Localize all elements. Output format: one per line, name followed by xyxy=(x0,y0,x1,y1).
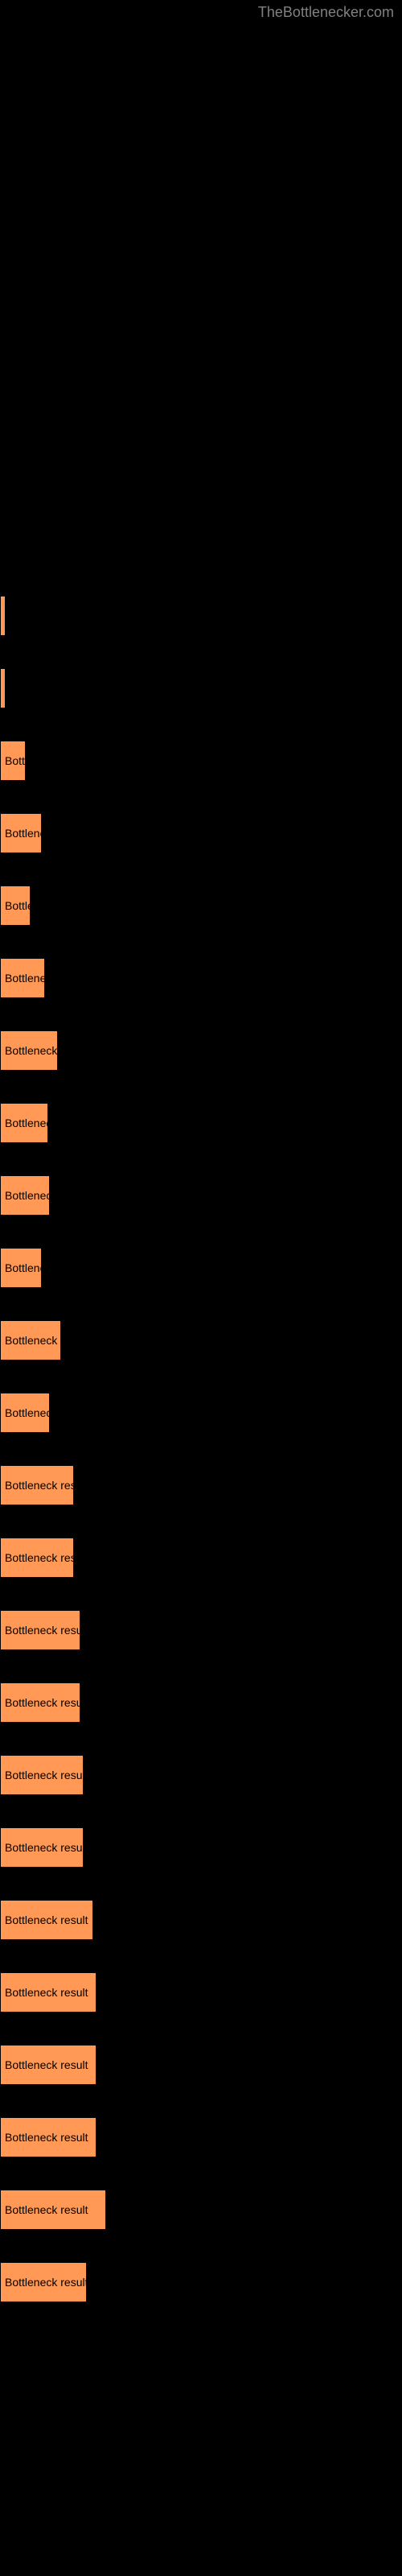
bar-label: Bottleneck result xyxy=(5,1769,84,1781)
bar-row: Bottleneck re xyxy=(0,1151,402,1224)
bar: Bottleneck result xyxy=(0,2117,96,2157)
bar-row: Bottleneck result xyxy=(0,1441,402,1513)
bar-label: Bottleneck result xyxy=(5,1624,80,1637)
bar: Bottleneck result xyxy=(0,1682,80,1723)
bar: Bottleneck resu xyxy=(0,1320,61,1360)
bar-label: Bottleneck resu xyxy=(5,1334,61,1347)
bar: Bottleneck r xyxy=(0,958,45,998)
bar-row: Bottleneck resu xyxy=(0,1296,402,1368)
bar: Bottleneck result xyxy=(0,1538,74,1578)
bar: Bottleneck re xyxy=(0,1393,50,1433)
bar-row: Bottleneck xyxy=(0,789,402,861)
bar-row: Bottleneck result xyxy=(0,2238,402,2310)
bar-label: Bottleneck re xyxy=(5,1406,50,1419)
bar: Bottleneck result xyxy=(0,1900,93,1940)
bar-label: Bottlen xyxy=(5,899,31,912)
bar-label: Bottlenec xyxy=(5,1261,42,1274)
bar xyxy=(0,596,6,636)
bar-label: Bottleneck result xyxy=(5,2058,88,2071)
bar: Bottleneck result xyxy=(0,1827,84,1868)
bar-row: Bottleneck result xyxy=(0,1876,402,1948)
bar-row: Bottleneck r xyxy=(0,934,402,1006)
bar-label: Bottleneck result xyxy=(5,1986,88,1999)
bar-label: Bottleneck result xyxy=(5,2131,88,2144)
bar-label: Bottleneck r xyxy=(5,972,45,985)
bar-row xyxy=(0,644,402,716)
bar-label: Bottleneck r xyxy=(5,1117,48,1129)
bar: Bottleneck result xyxy=(0,1755,84,1795)
bar: Bottleneck result xyxy=(0,2190,106,2230)
bar: Bottleneck result xyxy=(0,2262,87,2302)
bar-label: Bottleneck result xyxy=(5,2203,88,2216)
bar: Bottleneck result xyxy=(0,1465,74,1505)
bar: Bottleneck re xyxy=(0,1175,50,1216)
bar-row: Bottlenec xyxy=(0,1224,402,1296)
bar-row: Bottleneck resu xyxy=(0,1006,402,1079)
bar: Bottleneck result xyxy=(0,2045,96,2085)
bar-label: Bottleneck result xyxy=(5,1913,88,1926)
bar-row: Bottleneck result xyxy=(0,2093,402,2165)
bar-row: Bottleneck result xyxy=(0,1586,402,1658)
bar xyxy=(0,668,6,708)
bar: Bottlenec xyxy=(0,1248,42,1288)
bar-row: Bottleneck result xyxy=(0,1731,402,1803)
bar: Bottleneck r xyxy=(0,1103,48,1143)
bar: Bottleneck result xyxy=(0,1610,80,1650)
bar: Bottleneck xyxy=(0,813,42,853)
chart-container: Bottle Bottleneck Bottlen Bottleneck r Bottl… xyxy=(0,0,402,2576)
bar-label: Bottleneck result xyxy=(5,1551,74,1564)
bar-label: Bottleneck result xyxy=(5,2276,87,2289)
bar-row: Bottleneck result xyxy=(0,1948,402,2021)
bar-label: Bottle xyxy=(5,754,26,767)
bar-row: Bottleneck result xyxy=(0,2165,402,2238)
bar-label: Bottleneck re xyxy=(5,1189,50,1202)
bar-row: Bottlen xyxy=(0,861,402,934)
bar-row: Bottleneck result xyxy=(0,1513,402,1586)
bar-row: Bottleneck r xyxy=(0,1079,402,1151)
bar-row: Bottle xyxy=(0,716,402,789)
bar-label: Bottleneck result xyxy=(5,1696,80,1709)
bar-row: Bottleneck result xyxy=(0,2021,402,2093)
bar-row: Bottleneck re xyxy=(0,1368,402,1441)
bar: Bottleneck result xyxy=(0,1972,96,2013)
bar: Bottleneck resu xyxy=(0,1030,58,1071)
bar-row: Bottleneck result xyxy=(0,1658,402,1731)
bar-row xyxy=(0,572,402,644)
bar: Bottle xyxy=(0,741,26,781)
bar-label: Bottleneck resu xyxy=(5,1044,58,1057)
bar: Bottlen xyxy=(0,886,31,926)
bar-label: Bottleneck xyxy=(5,827,42,840)
bar-row: Bottleneck result xyxy=(0,1803,402,1876)
bar-label: Bottleneck result xyxy=(5,1841,84,1854)
bar-label: Bottleneck result xyxy=(5,1479,74,1492)
